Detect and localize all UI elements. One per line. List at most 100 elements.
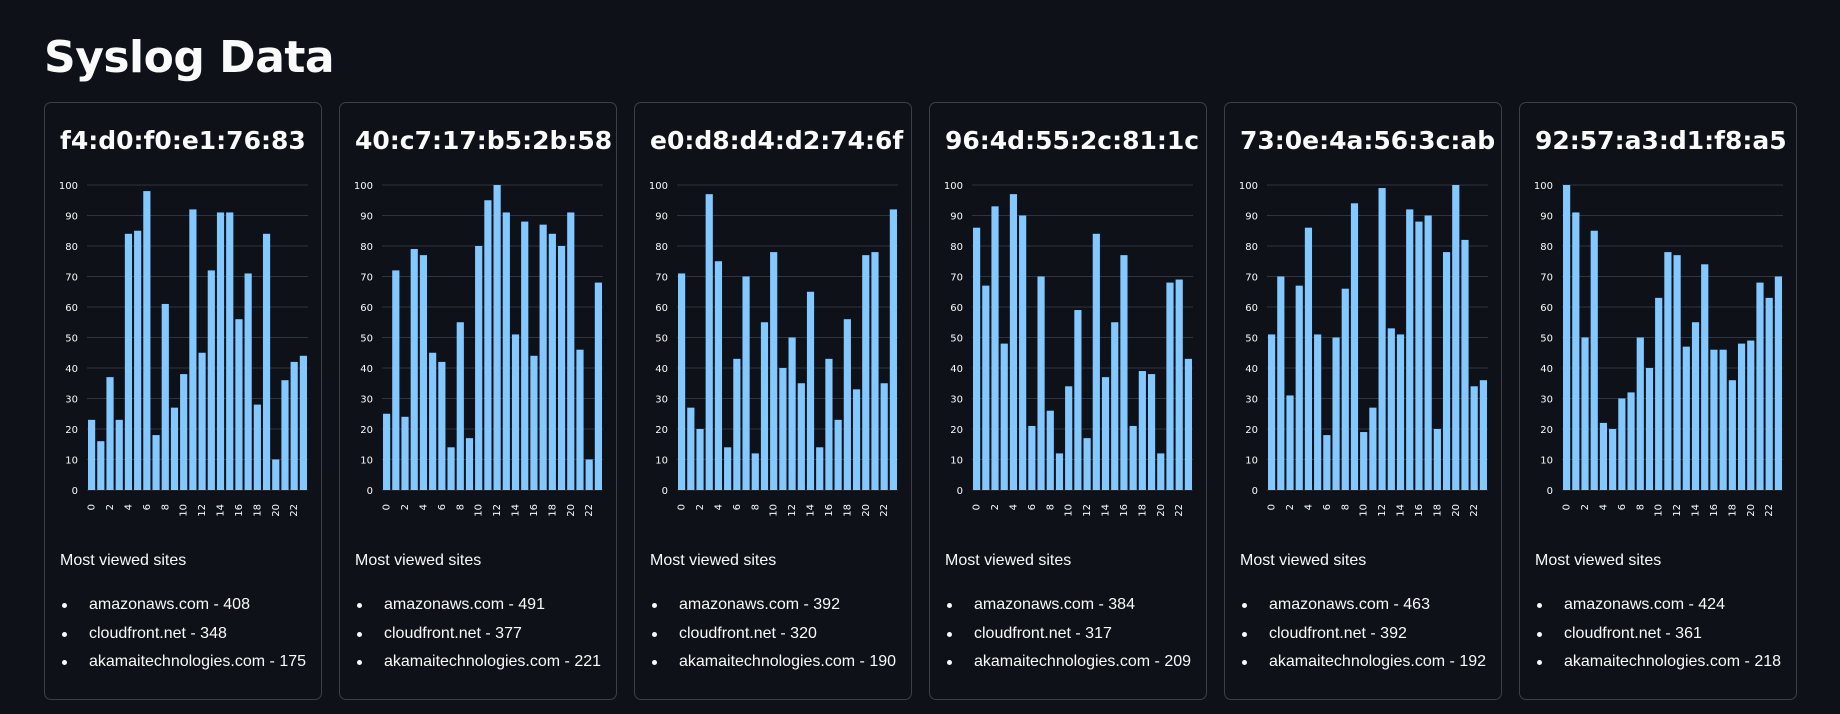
bar bbox=[1424, 215, 1432, 490]
bar bbox=[760, 322, 769, 490]
bar bbox=[511, 334, 520, 490]
bar bbox=[567, 212, 575, 490]
bar bbox=[1774, 276, 1782, 490]
y-tick-label: 20 bbox=[1245, 425, 1258, 436]
bar bbox=[871, 252, 879, 490]
bar bbox=[1083, 438, 1091, 490]
bar bbox=[889, 209, 897, 490]
bar bbox=[456, 322, 464, 490]
bar bbox=[530, 355, 538, 490]
x-tick-label: 2 bbox=[1285, 504, 1296, 510]
y-tick-label: 20 bbox=[655, 425, 668, 436]
x-tick-label: 6 bbox=[1617, 504, 1628, 510]
x-tick-label: 4 bbox=[713, 504, 724, 510]
sites-list: amazonaws.com - 408 cloudfront.net - 348 a… bbox=[60, 595, 306, 681]
x-tick-label: 6 bbox=[437, 504, 448, 510]
y-tick-label: 90 bbox=[360, 212, 373, 223]
hourly-bar-chart: 0 10 20 30 40 50 60 70 80 90 100 0 2 4 6 8 10 12 14 16 18 20 2… bbox=[354, 181, 603, 517]
bar bbox=[1286, 395, 1294, 490]
bar bbox=[834, 419, 842, 490]
site-list-item: cloudfront.net - 317 bbox=[945, 624, 1191, 653]
bar bbox=[1129, 425, 1137, 490]
bar bbox=[1101, 377, 1110, 490]
bar bbox=[1563, 185, 1571, 490]
bar bbox=[189, 209, 197, 490]
y-tick-label: 40 bbox=[1245, 364, 1258, 375]
bar bbox=[548, 233, 556, 491]
x-tick-label: 12 bbox=[492, 504, 503, 517]
y-tick-label: 40 bbox=[950, 364, 963, 375]
bar bbox=[1470, 386, 1478, 490]
bar bbox=[1599, 422, 1608, 490]
y-tick-label: 10 bbox=[1540, 456, 1553, 467]
bar bbox=[438, 361, 446, 490]
device-mac-title: e0:d8:d4:d2:74:6f bbox=[650, 126, 904, 155]
y-tick-label: 30 bbox=[65, 395, 78, 406]
x-tick-label: 22 bbox=[1764, 504, 1775, 517]
y-tick-label: 100 bbox=[1534, 181, 1553, 192]
x-tick-label: 14 bbox=[511, 504, 522, 517]
y-tick-label: 30 bbox=[360, 395, 373, 406]
y-tick-label: 90 bbox=[1245, 212, 1258, 223]
bar bbox=[1442, 252, 1451, 490]
x-tick-label: 2 bbox=[990, 504, 1001, 510]
bar bbox=[124, 233, 133, 491]
bar bbox=[244, 273, 252, 490]
bar bbox=[816, 447, 824, 490]
x-tick-label: 10 bbox=[474, 504, 485, 517]
page-title: Syslog Data bbox=[44, 32, 335, 83]
bar bbox=[1065, 386, 1073, 490]
bar bbox=[982, 285, 990, 490]
device-mac-title: 96:4d:55:2c:81:1c bbox=[945, 126, 1200, 155]
y-tick-label: 40 bbox=[65, 364, 78, 375]
bar bbox=[1572, 212, 1580, 490]
y-tick-label: 60 bbox=[950, 303, 963, 314]
bar bbox=[253, 404, 261, 490]
bar bbox=[88, 419, 96, 490]
x-tick-label: 10 bbox=[179, 504, 190, 517]
x-tick-label: 10 bbox=[1359, 504, 1370, 517]
bar bbox=[1120, 255, 1128, 490]
bar bbox=[1396, 334, 1405, 490]
bar bbox=[1673, 255, 1681, 490]
y-tick-label: 20 bbox=[65, 425, 78, 436]
bar bbox=[272, 459, 280, 490]
y-tick-label: 40 bbox=[1540, 364, 1553, 375]
sites-list: amazonaws.com - 384 cloudfront.net - 317 a… bbox=[945, 595, 1191, 681]
bar bbox=[1295, 285, 1303, 490]
bar bbox=[1147, 374, 1156, 490]
bar bbox=[1314, 334, 1322, 490]
bar bbox=[770, 252, 778, 490]
bar bbox=[1304, 227, 1313, 490]
x-tick-label: 18 bbox=[842, 504, 853, 517]
site-list-item: amazonaws.com - 408 bbox=[60, 595, 306, 624]
bar bbox=[1092, 233, 1100, 491]
x-tick-label: 20 bbox=[1451, 504, 1462, 517]
y-tick-label: 10 bbox=[950, 456, 963, 467]
bar bbox=[1332, 337, 1340, 490]
bar bbox=[290, 361, 298, 490]
y-tick-label: 60 bbox=[1540, 303, 1553, 314]
device-mac-title: 73:0e:4a:56:3c:ab bbox=[1240, 126, 1496, 155]
y-tick-label: 0 bbox=[957, 486, 963, 497]
y-tick-label: 80 bbox=[1245, 242, 1258, 253]
x-tick-label: 18 bbox=[1432, 504, 1443, 517]
x-tick-label: 8 bbox=[1340, 504, 1351, 510]
y-tick-label: 30 bbox=[1540, 395, 1553, 406]
bar bbox=[134, 230, 142, 490]
device-mac-title: 92:57:a3:d1:f8:a5 bbox=[1535, 126, 1787, 155]
most-viewed-label: Most viewed sites bbox=[60, 552, 187, 569]
bar bbox=[475, 246, 483, 490]
site-list-item: cloudfront.net - 361 bbox=[1535, 624, 1781, 653]
bar bbox=[447, 447, 455, 490]
y-tick-label: 100 bbox=[1239, 181, 1258, 192]
bar bbox=[1387, 328, 1395, 490]
y-tick-label: 80 bbox=[655, 242, 668, 253]
y-tick-label: 50 bbox=[65, 334, 78, 345]
bar bbox=[521, 221, 529, 490]
bar bbox=[1701, 264, 1709, 490]
bar bbox=[1461, 239, 1469, 490]
bar bbox=[973, 227, 981, 490]
x-tick-label: 12 bbox=[1082, 504, 1093, 517]
x-tick-label: 14 bbox=[216, 504, 227, 517]
